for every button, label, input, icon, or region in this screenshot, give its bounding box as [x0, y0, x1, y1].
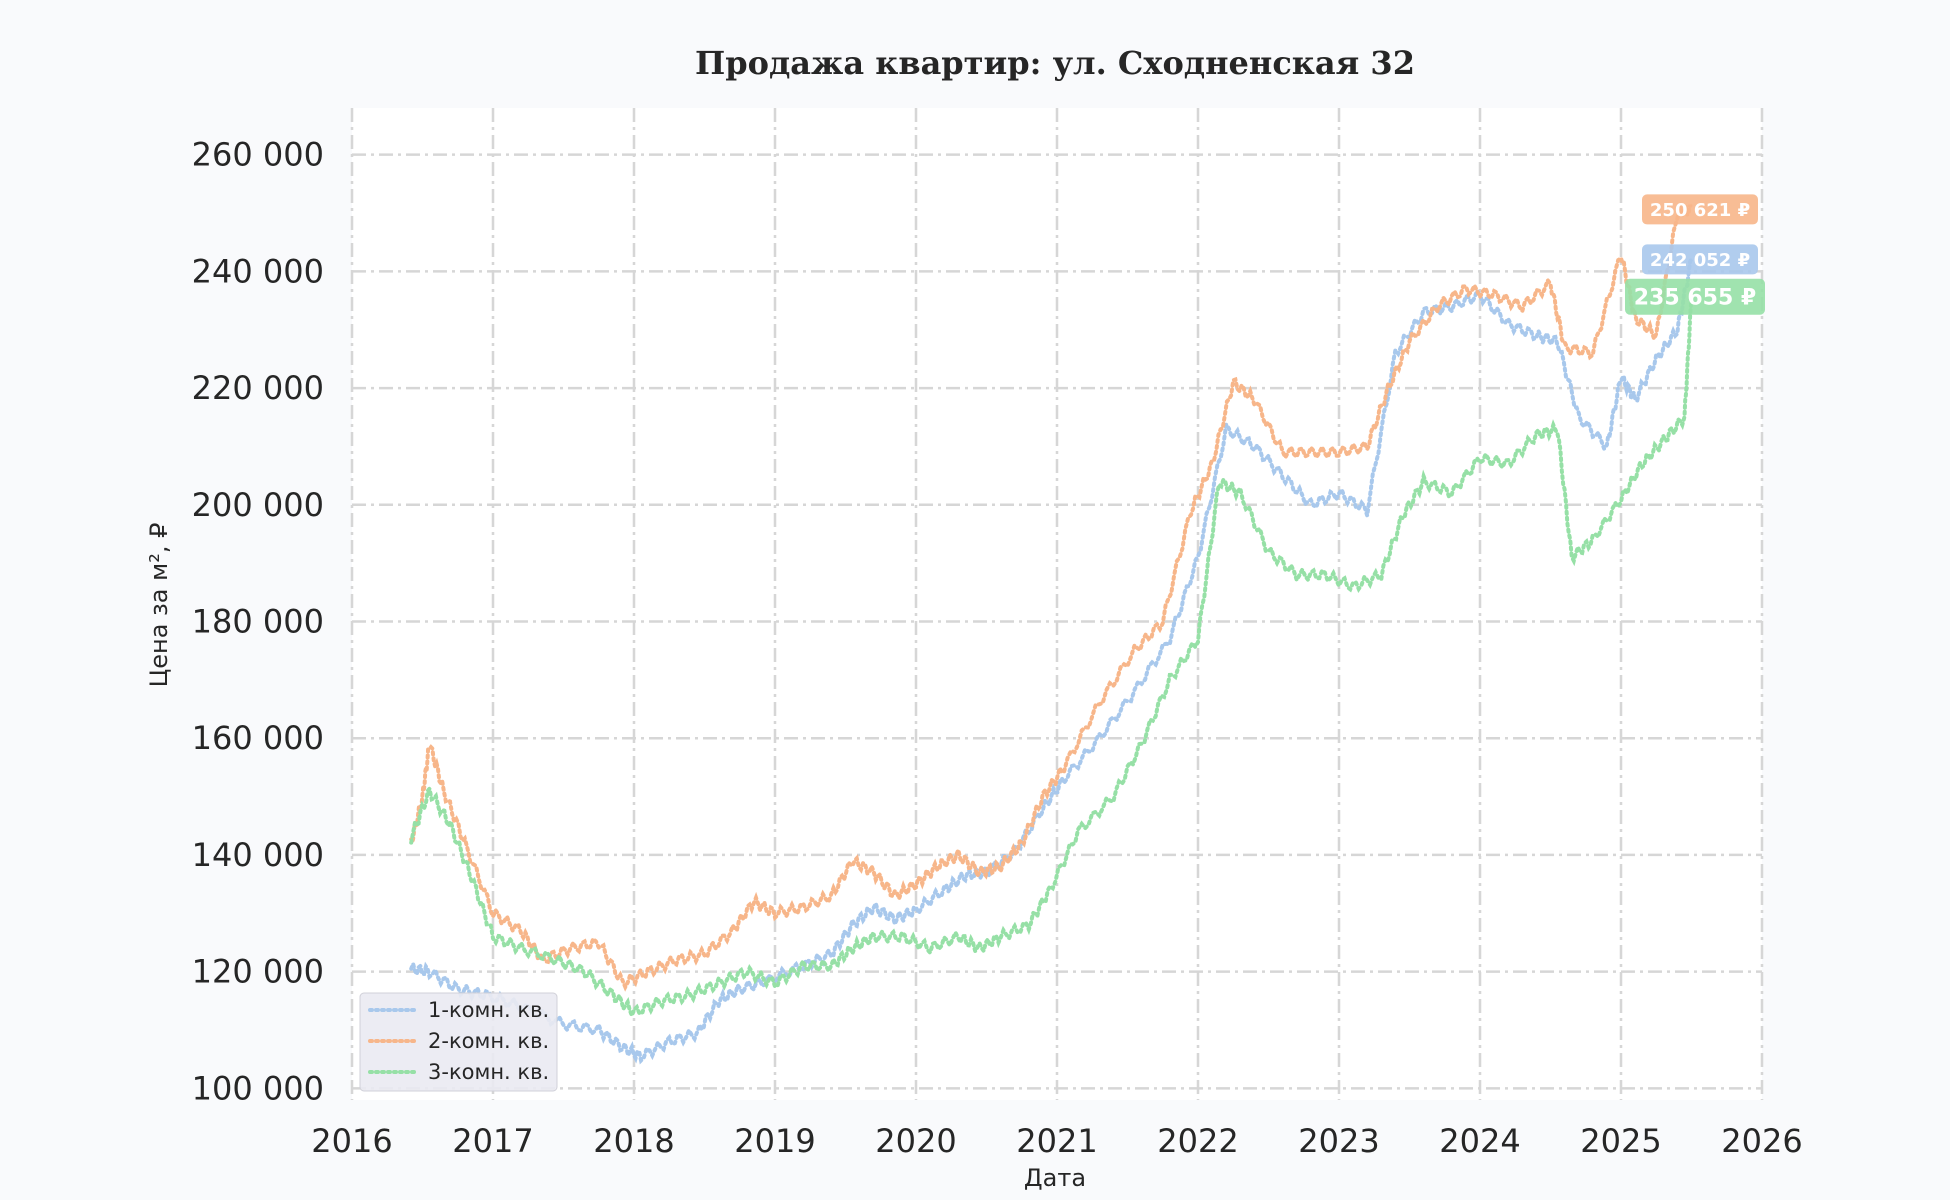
- x-tick-label: 2018: [593, 1122, 674, 1160]
- x-tick-label: 2023: [1298, 1122, 1379, 1160]
- y-tick-label: 180 000: [192, 603, 324, 641]
- x-tick-label: 2022: [1157, 1122, 1238, 1160]
- y-tick-label: 260 000: [192, 136, 324, 174]
- badge-box: [1625, 278, 1765, 315]
- series-line-3: [409, 294, 1694, 1022]
- last-value-badge-1: 242 052 ₽: [1642, 244, 1758, 275]
- series-line-1: [409, 257, 1694, 1065]
- x-axis-label: Дата: [1024, 1164, 1086, 1192]
- y-tick-labels: 100 000 120 000 140 000 160 000 180 000 200 0…: [192, 136, 324, 1108]
- x-tick-label: 2026: [1721, 1122, 1802, 1160]
- y-tick-label: 200 000: [192, 486, 324, 524]
- badge-text: 250 621 ₽: [1650, 200, 1750, 221]
- x-tick-label: 2020: [875, 1122, 956, 1160]
- x-tick-label: 2019: [734, 1122, 815, 1160]
- last-value-badges: 242 052 ₽ 250 621 ₽ 235 655 ₽: [1625, 194, 1765, 315]
- badge-box: [1642, 194, 1758, 225]
- y-tick-label: 160 000: [192, 719, 324, 757]
- y-tick-label: 120 000: [192, 953, 324, 991]
- x-tick-label: 2025: [1580, 1122, 1661, 1160]
- legend-label-3: 3-комн. кв.: [428, 1060, 549, 1084]
- y-tick-label: 240 000: [192, 252, 324, 290]
- badge-text: 242 052 ₽: [1650, 250, 1750, 271]
- last-value-badge-3: 235 655 ₽: [1625, 278, 1765, 315]
- series-group: [409, 199, 1694, 1065]
- last-value-badge-2: 250 621 ₽: [1642, 194, 1758, 225]
- legend-label-1: 1-комн. кв.: [428, 998, 549, 1022]
- y-tick-label: 100 000: [192, 1069, 324, 1107]
- series-line-2: [409, 199, 1694, 992]
- grid: [350, 108, 1764, 1100]
- x-tick-label: 2024: [1439, 1122, 1520, 1160]
- legend: 1-комн. кв. 2-комн. кв. 3-комн. кв.: [359, 992, 558, 1092]
- y-axis-label: Цена за м², ₽: [145, 523, 173, 688]
- chart-title: Продажа квартир: ул. Сходненская 32: [695, 44, 1415, 82]
- badge-box: [1642, 244, 1758, 275]
- legend-label-2: 2-комн. кв.: [428, 1029, 549, 1053]
- x-tick-label: 2021: [1016, 1122, 1097, 1160]
- y-tick-label: 220 000: [192, 369, 324, 407]
- legend-box: [359, 992, 558, 1092]
- badge-text: 235 655 ₽: [1634, 286, 1756, 311]
- x-tick-label: 2016: [311, 1122, 392, 1160]
- x-tick-labels: 2016 2017 2018 2019 2020 2021 2022 2023 2024 2025…: [311, 1122, 1802, 1160]
- x-tick-label: 2017: [452, 1122, 533, 1160]
- y-tick-label: 140 000: [192, 836, 324, 874]
